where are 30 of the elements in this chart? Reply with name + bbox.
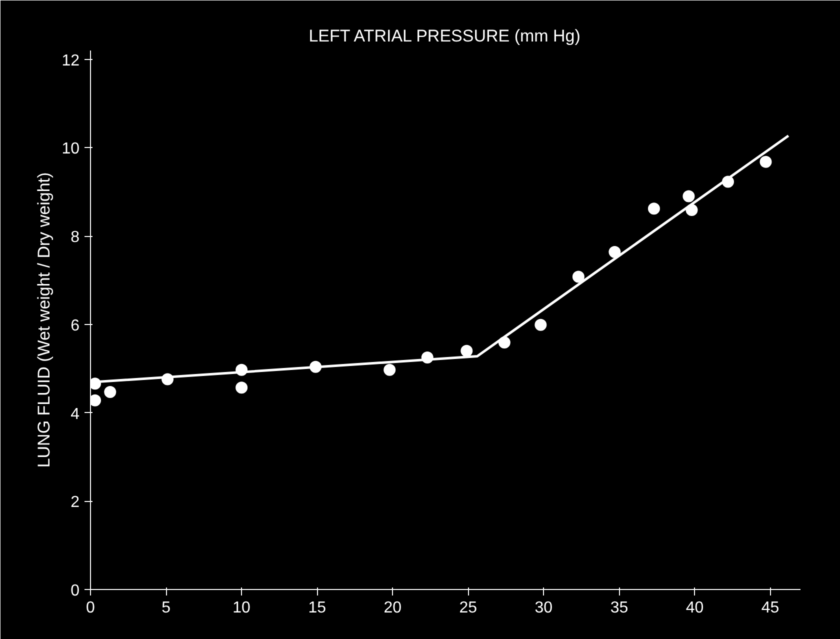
y-tick-label: 0 <box>70 582 80 600</box>
y-axis-title: LUNG FLUID (Wet weight / Dry weight) <box>34 172 54 468</box>
point <box>608 246 621 258</box>
x-tick-label: 15 <box>308 600 326 616</box>
x-tick-label: 45 <box>761 600 780 616</box>
x-tick-label: 20 <box>384 600 402 616</box>
x-tick-label: 25 <box>459 600 478 616</box>
point <box>534 318 547 331</box>
x-tick-label: 30 <box>534 600 553 616</box>
point <box>648 202 660 215</box>
point <box>90 394 102 406</box>
point <box>104 386 116 398</box>
point <box>760 156 772 168</box>
y-tick-label: 12 <box>62 52 80 70</box>
point <box>460 344 473 357</box>
y-tick-label: 4 <box>70 406 80 423</box>
point <box>572 270 584 283</box>
point <box>682 190 695 202</box>
x-axis-title: LEFT ATRIAL PRESSURE (mm Hg) <box>308 26 580 46</box>
x-tick-label: 0 <box>86 600 96 616</box>
x-tick-label: 10 <box>232 600 251 616</box>
y-tick-label: 2 <box>70 494 80 512</box>
x-tick-label: 40 <box>686 600 704 616</box>
y-tick-label: 10 <box>62 140 80 158</box>
point <box>384 364 396 376</box>
y-tick-label: 6 <box>70 317 80 334</box>
x-tick-label: 35 <box>610 600 628 616</box>
point <box>236 382 248 394</box>
x-tick-label: 5 <box>162 600 171 616</box>
y-tick-label: 8 <box>70 229 80 246</box>
